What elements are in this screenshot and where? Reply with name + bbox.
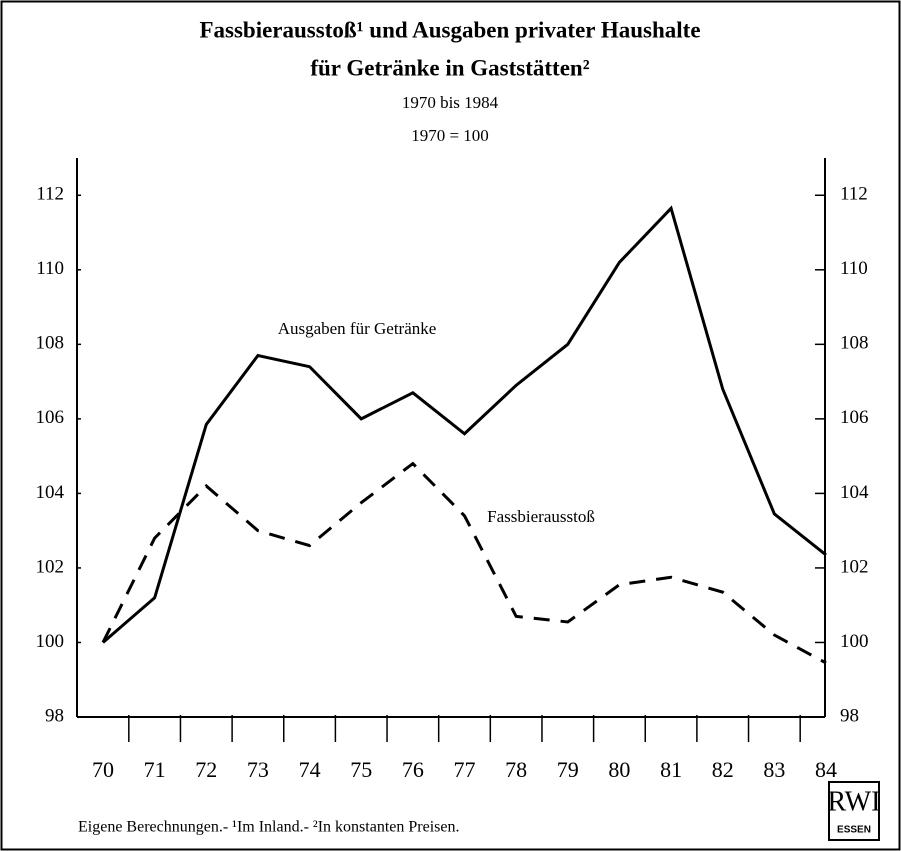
x-tick-label: 76 bbox=[402, 757, 424, 782]
logo-sub: ESSEN bbox=[837, 825, 871, 836]
x-tick-label: 70 bbox=[92, 757, 114, 782]
footnote: Eigene Berechnungen.- ¹Im Inland.- ²In k… bbox=[78, 819, 459, 836]
x-tick-label: 79 bbox=[557, 757, 579, 782]
y-tick-label: 100 bbox=[36, 631, 65, 652]
x-tick-label: 78 bbox=[505, 757, 527, 782]
x-tick-label: 84 bbox=[815, 757, 837, 782]
x-tick-label: 73 bbox=[247, 757, 269, 782]
y-tick-label: 106 bbox=[36, 407, 65, 428]
x-tick-label: 82 bbox=[712, 757, 734, 782]
y-tick-label: 102 bbox=[36, 556, 65, 577]
y2-tick-label: 98 bbox=[840, 705, 859, 726]
y2-tick-label: 102 bbox=[840, 556, 869, 577]
chart-title: Fassbierausstoß¹ und Ausgaben privater H… bbox=[199, 17, 700, 42]
x-tick-label: 83 bbox=[763, 757, 785, 782]
logo: RWI bbox=[828, 786, 881, 817]
y-tick-label: 98 bbox=[45, 705, 64, 726]
series-label: Fassbierausstoß bbox=[487, 507, 595, 526]
y-tick-label: 110 bbox=[36, 258, 64, 279]
y-tick-label: 104 bbox=[36, 482, 65, 503]
y2-tick-label: 108 bbox=[840, 333, 869, 354]
y2-tick-label: 112 bbox=[840, 184, 868, 205]
subtitle: 1970 = 100 bbox=[411, 126, 489, 145]
series-label: Ausgaben für Getränke bbox=[278, 319, 437, 338]
logo-box bbox=[828, 781, 880, 841]
x-tick-label: 74 bbox=[299, 757, 321, 782]
x-tick-label: 75 bbox=[350, 757, 372, 782]
x-tick-label: 72 bbox=[195, 757, 217, 782]
series-line bbox=[102, 205, 827, 644]
y2-tick-label: 110 bbox=[840, 258, 868, 279]
x-tick-label: 71 bbox=[144, 757, 166, 782]
x-tick-label: 77 bbox=[454, 757, 476, 782]
x-tick-label: 80 bbox=[608, 757, 630, 782]
y2-tick-label: 100 bbox=[840, 631, 869, 652]
y-tick-label: 108 bbox=[36, 333, 65, 354]
y-tick-label: 112 bbox=[36, 184, 64, 205]
chart-title: für Getränke in Gaststätten² bbox=[310, 55, 589, 80]
x-tick-label: 81 bbox=[660, 757, 682, 782]
series-line bbox=[101, 461, 827, 665]
subtitle: 1970 bis 1984 bbox=[402, 93, 499, 112]
y2-tick-label: 104 bbox=[840, 482, 869, 503]
y2-tick-label: 106 bbox=[840, 407, 869, 428]
